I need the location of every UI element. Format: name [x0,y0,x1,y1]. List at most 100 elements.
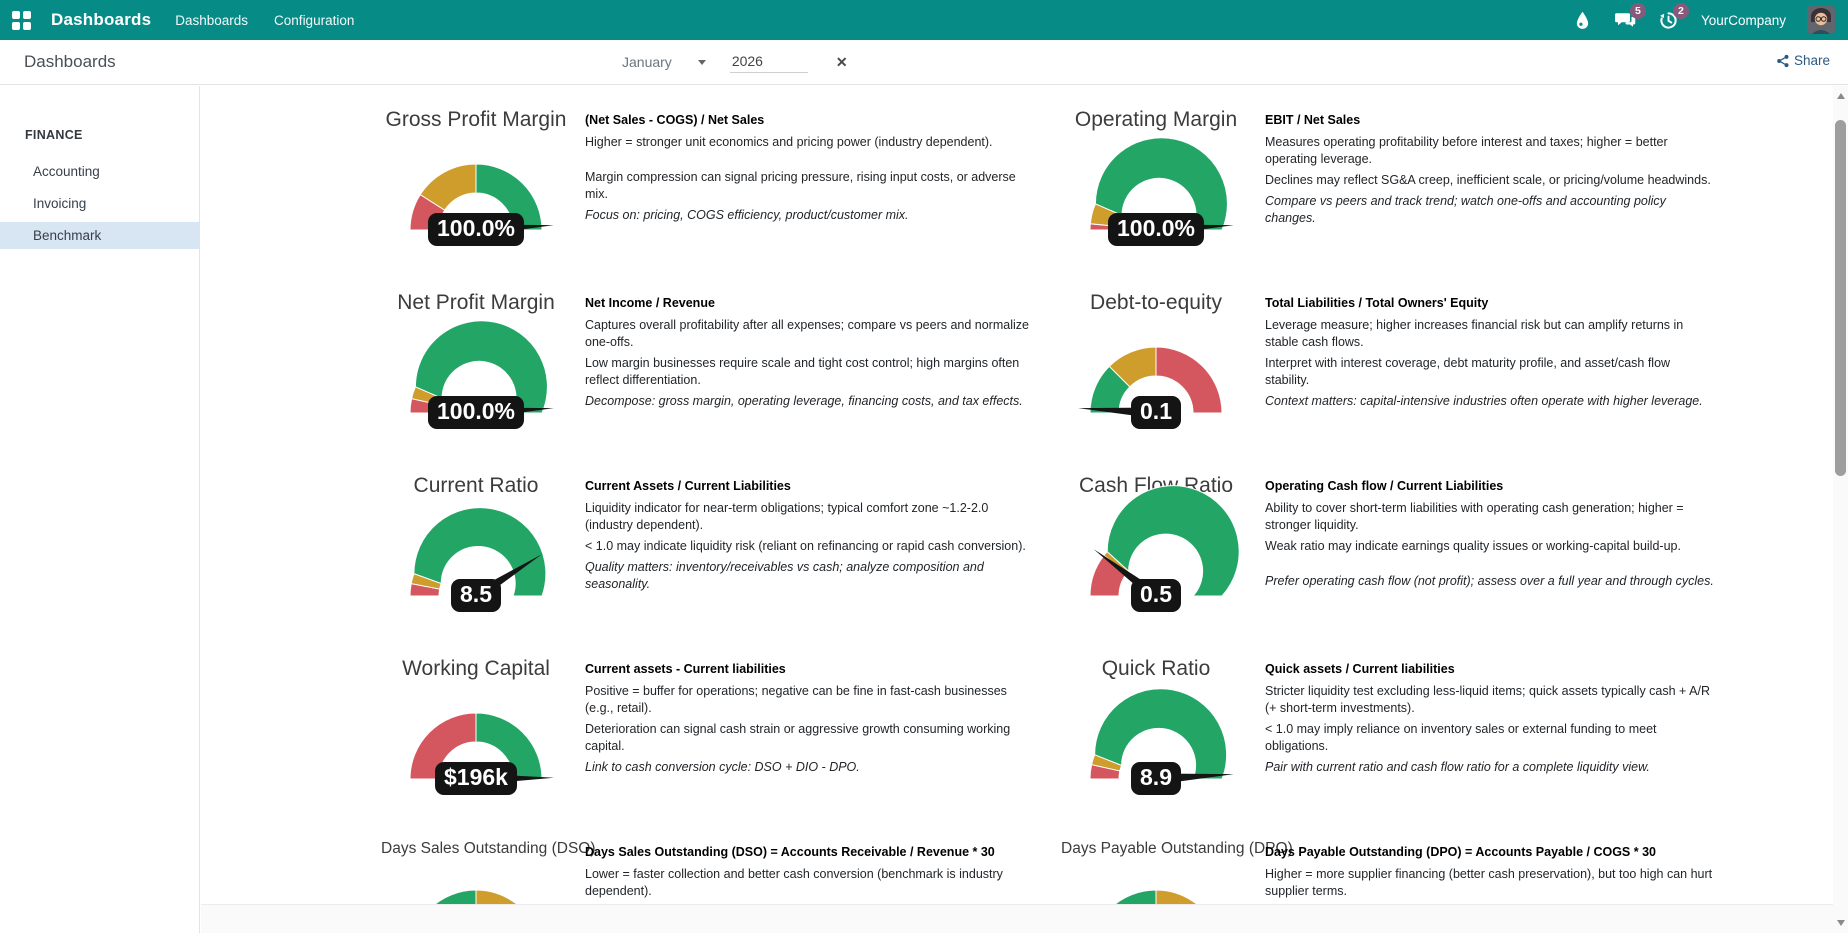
messages-badge: 5 [1630,3,1646,19]
kpi-title: Days Payable Outstanding (DPO) [1061,840,1251,858]
navbar-left: Dashboards Dashboards Configuration [0,10,354,30]
kpi-row: Gross Profit Margin 100.0% (Net Sales - CO… [381,106,1833,289]
activity-badge: 2 [1673,3,1689,19]
app-name[interactable]: Dashboards [51,10,151,30]
kpi-formula: Days Payable Outstanding (DPO) = Account… [1265,845,1715,859]
sidebar-section-finance: FINANCE [0,128,199,142]
kpi-text-cell: Operating Cash flow / Current Liabilitie… [1265,472,1715,655]
kpi-description-line: Weak ratio may indicate earnings quality… [1265,538,1715,555]
month-select[interactable]: January [622,54,706,70]
sidebar-item-invoicing[interactable]: Invoicing [0,190,199,217]
kpi-formula: Total Liabilities / Total Owners' Equity [1265,296,1715,310]
kpi-description-line: Higher = more supplier financing (better… [1265,866,1715,900]
kpi-description-line: < 1.0 may indicate liquidity risk (relia… [585,538,1035,555]
kpi-description-line: Stricter liquidity test excluding less-l… [1265,683,1715,717]
gauge-value-badge: 8.5 [451,579,501,612]
kpi-description-line [1265,559,1715,569]
control-bar: Dashboards January ✕ Share [0,40,1848,85]
share-icon [1776,54,1790,68]
kpi-description-line: Context matters: capital-intensive indus… [1265,393,1715,410]
kpi-text-cell: (Net Sales - COGS) / Net SalesHigher = s… [585,106,1035,289]
year-input[interactable] [730,51,808,73]
sidebar-item-accounting[interactable]: Accounting [0,158,199,185]
kpi-row: Working Capital $196k Current assets - Cur… [381,655,1833,838]
menu-configuration[interactable]: Configuration [274,13,354,28]
kpi-description-line: Lower = faster collection and better cas… [585,866,1035,900]
kpi-description-line: Leverage measure; higher increases finan… [1265,317,1715,351]
apps-grid-icon[interactable] [12,11,31,30]
clear-filter-button[interactable]: ✕ [836,54,848,71]
kpi-description-line: Margin compression can signal pricing pr… [585,169,1035,203]
sidebar-items: Accounting Invoicing Benchmark [0,158,199,249]
gauge-wrap: 8.9 [1071,691,1241,783]
kpi-description-line: Interpret with interest coverage, debt m… [1265,355,1715,389]
kpi-formula: Days Sales Outstanding (DSO) = Accounts … [585,845,1035,859]
share-label: Share [1794,53,1830,68]
kpi-gauge-cell: Quick Ratio 8.9 [1061,655,1251,838]
horizontal-scrollbar[interactable] [201,904,1848,933]
kpi-title: Net Profit Margin [381,291,571,315]
kpi-description-line: Declines may reflect SG&A creep, ineffic… [1265,172,1715,189]
scroll-down-arrow[interactable] [1833,915,1848,931]
month-select-value: January [622,54,672,70]
activity-clock-icon[interactable]: 2 [1658,9,1680,31]
page-title: Dashboards [24,52,116,72]
kpi-text-cell: Net Income / Revenue Captures overall pro… [585,289,1035,472]
kpi-row: Net Profit Margin 100.0% Net Income / Reve… [381,289,1833,472]
gauge-wrap: 0.1 [1071,325,1241,417]
gauge-value-badge: 100.0% [428,396,524,429]
kpi-description-line: Deterioration can signal cash strain or … [585,721,1035,755]
vertical-scrollbar[interactable] [1833,86,1848,933]
kpi-title: Working Capital [381,657,571,681]
navbar-right: 5 2 YourCompany [1572,6,1848,34]
kpi-description-line: Pair with current ratio and cash flow ra… [1265,759,1715,776]
gauge-value-badge: 0.5 [1131,579,1181,612]
kpi-gauge-cell: Working Capital $196k [381,655,571,838]
kpi-description-line: Prefer operating cash flow (not profit);… [1265,573,1715,590]
chevron-down-icon [698,60,706,65]
kpi-text-cell: Current Assets / Current Liabilities Liqu… [585,472,1035,655]
kpi-description-line: Measures operating profitability before … [1265,134,1715,168]
scrollbar-thumb[interactable] [1835,120,1846,476]
messages-icon[interactable]: 5 [1615,9,1637,31]
kpi-gauge-cell: Gross Profit Margin 100.0% [381,106,571,289]
user-avatar[interactable] [1807,6,1835,34]
kpi-description-line: Captures overall profitability after all… [585,317,1035,351]
kpi-formula: Quick assets / Current liabilities [1265,662,1715,676]
kpi-description-line [585,155,1035,165]
gauge-value-badge: $196k [435,762,517,795]
kpi-description-line: Decompose: gross margin, operating lever… [585,393,1035,410]
navbar-menu: Dashboards Configuration [175,13,354,28]
gauge-wrap: 100.0% [391,142,561,234]
sidebar: FINANCE Accounting Invoicing Benchmark [0,86,200,933]
kpi-formula: Current Assets / Current Liabilities [585,479,1035,493]
kpi-gauge-cell: Current Ratio 8.5 [381,472,571,655]
gauge-value-badge: 100.0% [428,213,524,246]
gauge-wrap: 100.0% [391,325,561,417]
sidebar-item-benchmark[interactable]: Benchmark [0,222,199,249]
top-navbar: Dashboards Dashboards Configuration 5 2 … [0,0,1848,40]
scroll-up-arrow[interactable] [1833,88,1848,104]
kpi-formula: Net Income / Revenue [585,296,1035,310]
droplet-icon[interactable] [1572,9,1594,31]
dashboard-content: Gross Profit Margin 100.0% (Net Sales - CO… [201,86,1833,933]
kpi-description-line: Liquidity indicator for near-term obliga… [585,500,1035,534]
kpi-text-cell: Quick assets / Current liabilities Strict… [1265,655,1715,838]
kpi-title: Quick Ratio [1061,657,1251,681]
gauge-wrap: 100.0% [1071,142,1241,234]
kpi-description-line: Positive = buffer for operations; negati… [585,683,1035,717]
kpi-title: Current Ratio [381,474,571,498]
gauge-wrap: 0.5 [1071,508,1241,600]
share-button[interactable]: Share [1776,53,1830,68]
kpi-text-cell: Current assets - Current liabilitiesPosi… [585,655,1035,838]
kpi-gauge-cell: Cash Flow Ratio0.5 [1061,472,1251,655]
kpi-description-line: Quality matters: inventory/receivables v… [585,559,1035,593]
gauge-value-badge: 0.1 [1131,396,1181,429]
menu-dashboards[interactable]: Dashboards [175,13,248,28]
kpi-title: Gross Profit Margin [381,108,571,132]
kpi-title: Days Sales Outstanding (DSO) [381,840,571,858]
kpi-title: Debt-to-equity [1061,291,1251,315]
kpi-description-line: Higher = stronger unit economics and pri… [585,134,1035,151]
period-filters: January ✕ [622,51,848,73]
company-name[interactable]: YourCompany [1701,13,1786,28]
